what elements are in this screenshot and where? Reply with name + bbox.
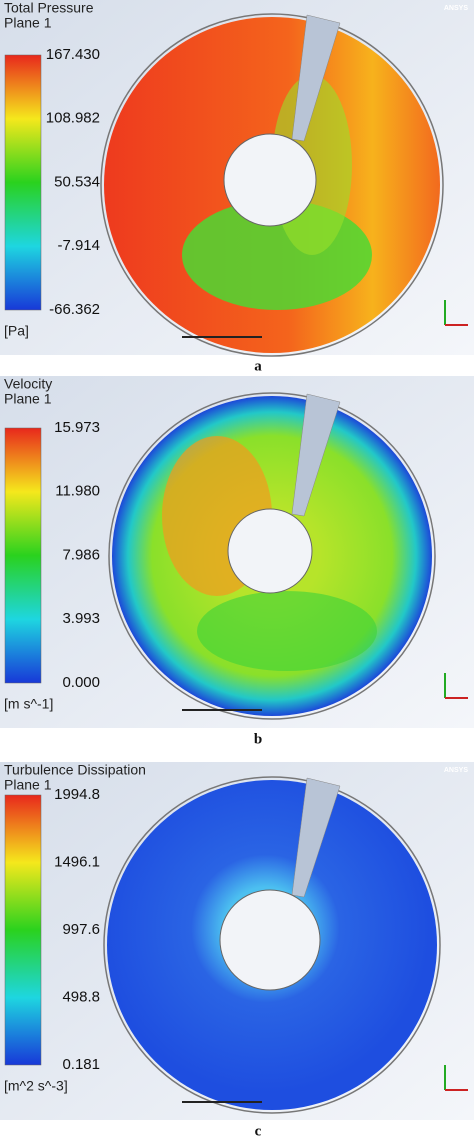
logo: ANSYS bbox=[444, 5, 468, 12]
domain-rim bbox=[100, 13, 444, 357]
panel-subtitle: Plane 1 bbox=[4, 777, 52, 793]
logo: ANSYS bbox=[444, 767, 468, 774]
hub-hole bbox=[223, 133, 317, 227]
color-bar bbox=[4, 427, 42, 684]
legend-label: 167.430 bbox=[46, 46, 100, 63]
panel-title: Total Pressure bbox=[4, 0, 94, 16]
legend-label: 498.8 bbox=[62, 988, 100, 1005]
color-bar bbox=[4, 54, 42, 311]
inlet-slot bbox=[291, 14, 341, 142]
domain-rim bbox=[108, 392, 436, 720]
panel-caption: b bbox=[254, 731, 262, 747]
legend-label: 108.982 bbox=[46, 110, 100, 127]
domain-rim bbox=[103, 776, 441, 1114]
panel-caption: c bbox=[255, 1123, 262, 1139]
panel-subtitle: Plane 1 bbox=[4, 391, 52, 407]
panel-title: Turbulence Dissipation bbox=[4, 762, 146, 778]
legend-label: 3.993 bbox=[62, 610, 100, 627]
hub-hole bbox=[227, 508, 313, 594]
legend-label: 997.6 bbox=[62, 921, 100, 938]
panel-subtitle: Plane 1 bbox=[4, 15, 52, 31]
legend-label: 15.973 bbox=[54, 419, 100, 436]
legend-unit: [m^2 s^-3] bbox=[4, 1078, 68, 1094]
contour-region bbox=[197, 591, 377, 671]
hub-hole bbox=[219, 889, 321, 991]
legend-label: 1994.8 bbox=[54, 786, 100, 803]
legend-label: 50.534 bbox=[54, 173, 100, 190]
inlet-slot bbox=[291, 777, 341, 898]
panel-caption: a bbox=[254, 358, 262, 374]
legend-unit: [m s^-1] bbox=[4, 696, 53, 712]
inlet-slot bbox=[291, 393, 341, 517]
legend-unit: [Pa] bbox=[4, 323, 29, 339]
legend-label: 0.000 bbox=[62, 674, 100, 691]
legend-label: 1496.1 bbox=[54, 853, 100, 870]
legend-label: -66.362 bbox=[49, 301, 100, 318]
legend-label: 0.181 bbox=[62, 1056, 100, 1073]
legend-label: -7.914 bbox=[57, 237, 100, 254]
panel-title: Velocity bbox=[4, 376, 52, 392]
legend-label: 7.986 bbox=[62, 546, 100, 563]
color-bar bbox=[4, 794, 42, 1066]
legend-label: 11.980 bbox=[55, 483, 100, 500]
